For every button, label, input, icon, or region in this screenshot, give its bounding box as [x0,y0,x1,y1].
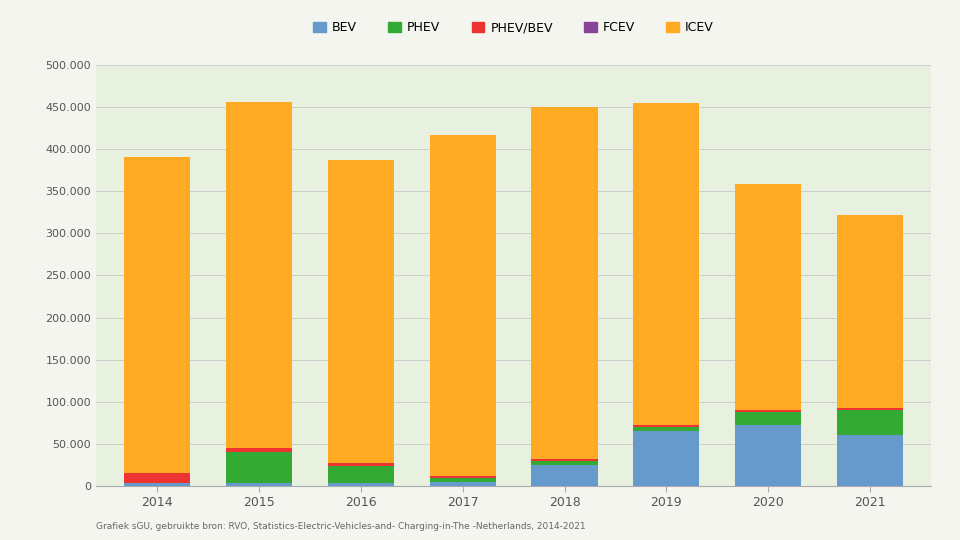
Text: Grafiek sGU, gebruikte bron: RVO, Statistics-Electric-Vehicles-and- Charging-in-: Grafiek sGU, gebruikte bron: RVO, Statis… [96,522,586,531]
Bar [735,410,802,412]
Bar [634,426,700,427]
Bar [327,463,394,466]
Bar [429,476,495,477]
Bar [735,412,802,424]
Bar [837,435,903,486]
Bar [226,452,292,483]
Bar [532,461,598,465]
Legend: BEV, PHEV, PHEV/BEV, FCEV, ICEV: BEV, PHEV, PHEV/BEV, FCEV, ICEV [308,16,719,39]
Bar [124,483,190,486]
Bar [124,473,190,483]
Bar [735,424,802,486]
Bar [532,465,598,486]
Bar [429,477,495,482]
Bar [634,431,700,486]
Bar [429,134,495,476]
Bar [634,103,700,426]
Bar [226,448,292,452]
Bar [327,483,394,486]
Bar [327,466,394,483]
Bar [532,459,598,461]
Bar [327,160,394,463]
Bar [735,185,802,410]
Bar [837,215,903,408]
Bar [226,102,292,448]
Bar [124,157,190,473]
Bar [429,482,495,486]
Bar [532,107,598,459]
Bar [837,410,903,435]
Bar [226,483,292,486]
Bar [837,408,903,410]
Bar [634,427,700,431]
